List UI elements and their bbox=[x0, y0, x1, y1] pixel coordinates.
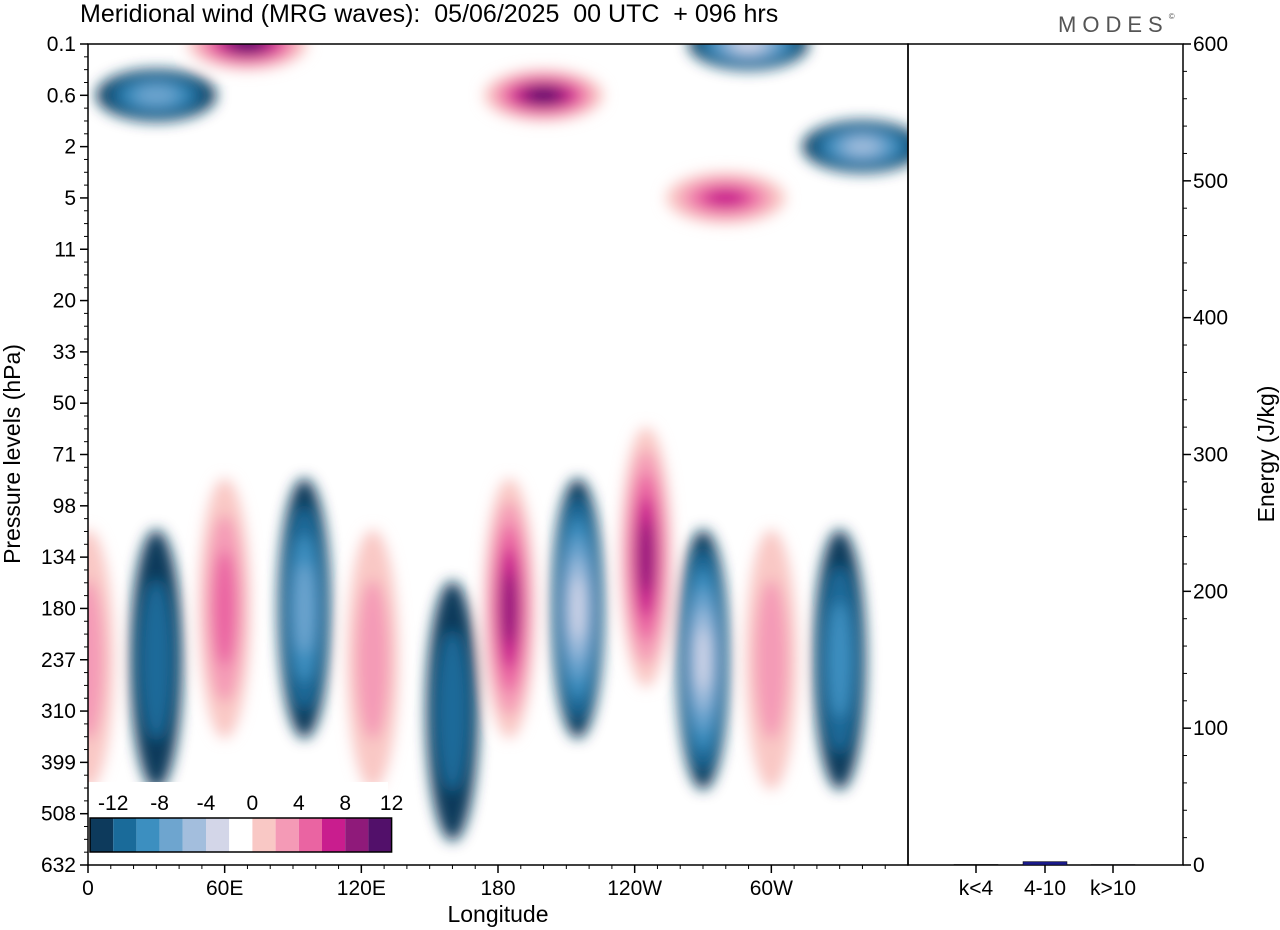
y-tick-label: 0.1 bbox=[47, 33, 76, 56]
x-tick-label: 60E bbox=[206, 877, 243, 900]
energy-tick-label: 300 bbox=[1193, 444, 1228, 467]
contour-blob bbox=[501, 571, 517, 646]
energy-bar bbox=[1022, 861, 1068, 866]
y-tick-label: 2 bbox=[64, 136, 76, 159]
energy-tick-label: 500 bbox=[1193, 170, 1228, 193]
contour-blob bbox=[696, 628, 710, 692]
category-label: k<4 bbox=[959, 877, 994, 900]
chart-title: Meridional wind (MRG waves): 05/06/2025 … bbox=[80, 0, 779, 28]
contour-blob bbox=[571, 576, 585, 640]
contour-blob bbox=[734, 44, 764, 51]
y-tick-label: 399 bbox=[41, 751, 76, 774]
colorbar-swatch bbox=[275, 818, 299, 852]
y-tick-label: 71 bbox=[53, 444, 76, 467]
energy-bars: k<4 4-10 k>10 bbox=[953, 861, 1136, 900]
y-tick-label: 180 bbox=[41, 597, 76, 620]
colorbar-swatch bbox=[182, 818, 206, 852]
colorbar-label: 8 bbox=[339, 792, 351, 815]
contour-blob bbox=[295, 563, 314, 654]
colorbar-swatch bbox=[229, 818, 253, 852]
energy-tick-label: 400 bbox=[1193, 307, 1228, 330]
energy-tick-label: 600 bbox=[1193, 33, 1228, 56]
contour-blob bbox=[828, 601, 852, 718]
energy-frame bbox=[907, 43, 1184, 866]
contour-blob bbox=[436, 631, 469, 792]
y-tick-label: 237 bbox=[41, 649, 76, 672]
y-tick-label: 5 bbox=[64, 187, 76, 210]
y-tick-label: 134 bbox=[41, 546, 76, 569]
colorbar-label: -4 bbox=[197, 792, 216, 815]
x-tick-label: 120E bbox=[337, 877, 386, 900]
colorbar-label: 4 bbox=[293, 792, 305, 815]
colorbar-swatch bbox=[113, 818, 137, 852]
y-tick-label: 33 bbox=[53, 341, 76, 364]
x-axis-title: Longitude bbox=[447, 901, 548, 927]
contour-blob bbox=[755, 579, 788, 740]
contour-blob bbox=[704, 188, 747, 207]
category-label: k>10 bbox=[1090, 877, 1136, 900]
energy-bar bbox=[953, 864, 999, 866]
contour-blob bbox=[88, 579, 104, 740]
contour-blob bbox=[232, 44, 262, 51]
colorbar-swatch bbox=[159, 818, 183, 852]
colorbar-swatch bbox=[90, 818, 114, 852]
colorbar: -12 -8 -4 0 4 8 12 bbox=[88, 782, 403, 858]
x-tick-label: 120W bbox=[607, 877, 662, 900]
contour-blob bbox=[135, 86, 178, 105]
colorbar-swatch bbox=[322, 818, 346, 852]
colorbar-swatch bbox=[252, 818, 276, 852]
colorbar-label: -8 bbox=[150, 792, 169, 815]
axes: 0.1 0.6 2 5 11 20 33 50 71 98 134 180 237 310 399 508 63… bbox=[41, 33, 1228, 900]
y-axis-title: Pressure levels (hPa) bbox=[0, 344, 25, 564]
category-label: 4-10 bbox=[1024, 877, 1066, 900]
y-tick-label: 0.6 bbox=[47, 84, 76, 107]
y-tick-label: 50 bbox=[53, 392, 76, 415]
heatmap-field bbox=[88, 44, 908, 842]
colorbar-swatch bbox=[345, 818, 369, 852]
contour-blob bbox=[140, 579, 173, 740]
energy-axis-title: Energy (J/kg) bbox=[1253, 386, 1279, 523]
x-tick-label: 60W bbox=[750, 877, 793, 900]
colorbar-swatch bbox=[136, 818, 160, 852]
colorbar-label: 0 bbox=[247, 792, 259, 815]
contour-blob bbox=[213, 550, 237, 667]
y-tick-label: 508 bbox=[41, 803, 76, 826]
colorbar-swatch bbox=[298, 818, 322, 852]
energy-tick-label: 0 bbox=[1193, 854, 1205, 877]
x-tick-label: 180 bbox=[480, 877, 515, 900]
contour-blob bbox=[638, 520, 654, 595]
colorbar-frame bbox=[89, 817, 393, 853]
energy-tick-label: 200 bbox=[1193, 580, 1228, 603]
colorbar-swatch bbox=[368, 818, 392, 852]
y-tick-label: 20 bbox=[53, 290, 76, 313]
x-tick-label: 0 bbox=[82, 877, 94, 900]
brand-logo: MODES© bbox=[1058, 12, 1175, 37]
y-tick-label: 310 bbox=[41, 700, 76, 723]
contour-blob bbox=[529, 89, 559, 102]
contour-blob bbox=[356, 579, 389, 740]
contour-group bbox=[88, 44, 908, 842]
y-tick-label: 11 bbox=[54, 238, 76, 261]
y-tick-label: 98 bbox=[53, 495, 76, 518]
contour-blob bbox=[845, 139, 880, 155]
colorbar-swatch bbox=[206, 818, 230, 852]
y-tick-label: 632 bbox=[41, 854, 76, 877]
energy-tick-label: 100 bbox=[1193, 717, 1228, 740]
colorbar-label: 12 bbox=[380, 792, 403, 815]
colorbar-label: -12 bbox=[98, 792, 128, 815]
